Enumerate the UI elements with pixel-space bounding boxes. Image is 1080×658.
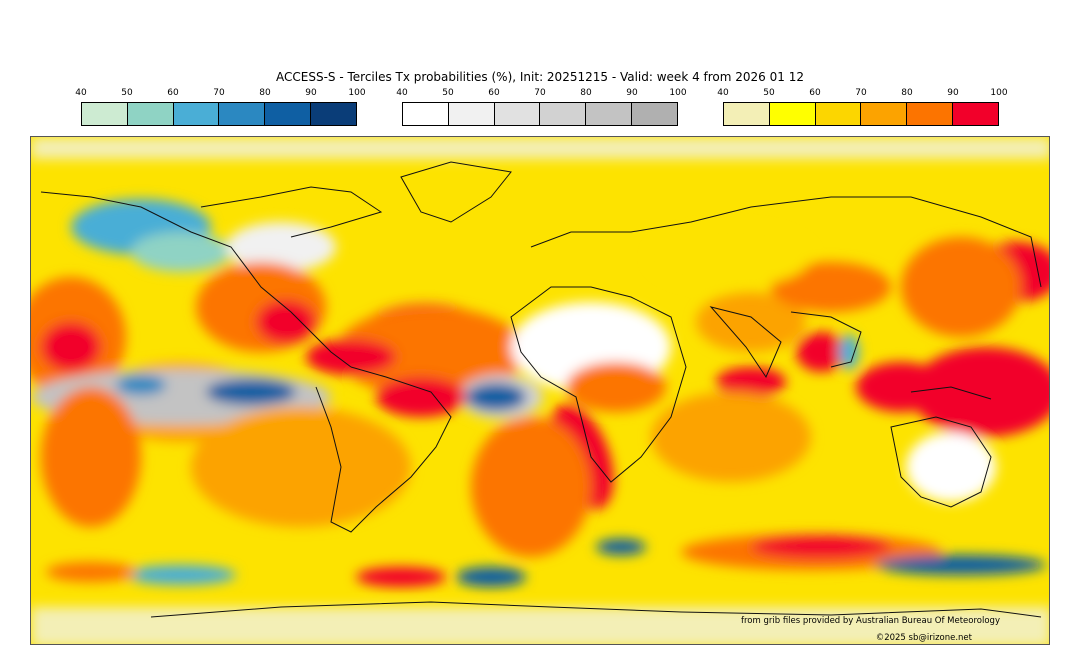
probability-field	[31, 137, 1049, 644]
colorbar-tick-label: 50	[763, 88, 775, 98]
colorbar-swatch	[403, 103, 449, 125]
colorbar-tick-label: 70	[213, 88, 225, 98]
data-credit: from grib files provided by Australian B…	[740, 616, 1000, 626]
colorbar-swatches	[81, 102, 357, 126]
colorbar-tick-label: 80	[259, 88, 271, 98]
colorbar-tick-label: 70	[534, 88, 546, 98]
colorbar-tick-label: 90	[305, 88, 317, 98]
colorbar-swatch	[127, 103, 174, 125]
copyright-note: ©2025 sb@irizone.net	[875, 633, 972, 643]
coastlines	[40, 161, 1042, 618]
world-map[interactable]	[30, 136, 1050, 645]
colorbar-swatch	[173, 103, 220, 125]
colorbar-swatch	[724, 103, 770, 125]
colorbar-swatches	[723, 102, 999, 126]
colorbar-swatch	[586, 103, 633, 125]
colorbar-tick-label: 40	[396, 88, 408, 98]
colorbar-tick-label: 70	[855, 88, 867, 98]
colorbar-swatches	[402, 102, 678, 126]
colorbar-swatch	[861, 103, 908, 125]
colorbar-tick-label: 60	[488, 88, 500, 98]
colorbar-tick-label: 100	[348, 88, 366, 98]
colorbar-above-normal: 40 50 60 70 80 90 100	[717, 88, 1008, 126]
colorbar-tick-label: 40	[75, 88, 87, 98]
colorbar-tick-label: 40	[717, 88, 729, 98]
chart-title: ACCESS-S - Terciles Tx probabilities (%)…	[276, 70, 804, 84]
colorbar-swatch	[953, 103, 998, 125]
colorbar-swatch	[632, 103, 677, 125]
colorbar-tick-label: 60	[809, 88, 821, 98]
colorbar-swatch	[907, 103, 954, 125]
colorbar-swatch	[815, 103, 862, 125]
colorbar-tick-label: 90	[626, 88, 638, 98]
colorbar-near-normal: 40 50 60 70 80 90 100	[396, 88, 687, 126]
colorbar-tick-label: 80	[901, 88, 913, 98]
colorbar-tick-label: 50	[442, 88, 454, 98]
colorbar-ticks: 40 50 60 70 80 90 100	[75, 88, 365, 100]
colorbar-tick-label: 60	[167, 88, 179, 98]
colorbar-tick-label: 90	[947, 88, 959, 98]
colorbar-below-normal: 40 50 60 70 80 90 100	[75, 88, 366, 126]
colorbar-swatch	[311, 103, 356, 125]
colorbar-ticks: 40 50 60 70 80 90 100	[717, 88, 1007, 100]
colorbar-tick-label: 80	[580, 88, 592, 98]
colorbar-swatch	[219, 103, 266, 125]
colorbar-tick-label: 50	[121, 88, 133, 98]
colorbar-swatch	[769, 103, 816, 125]
colorbar-swatch	[265, 103, 312, 125]
colorbar-swatch	[494, 103, 541, 125]
colorbar-ticks: 40 50 60 70 80 90 100	[396, 88, 686, 100]
colorbar-tick-label: 100	[990, 88, 1008, 98]
colorbar-swatch	[82, 103, 128, 125]
colorbar-swatch	[448, 103, 495, 125]
colorbar-swatch	[540, 103, 587, 125]
map-canvas	[31, 137, 1049, 644]
colorbar-tick-label: 100	[669, 88, 687, 98]
